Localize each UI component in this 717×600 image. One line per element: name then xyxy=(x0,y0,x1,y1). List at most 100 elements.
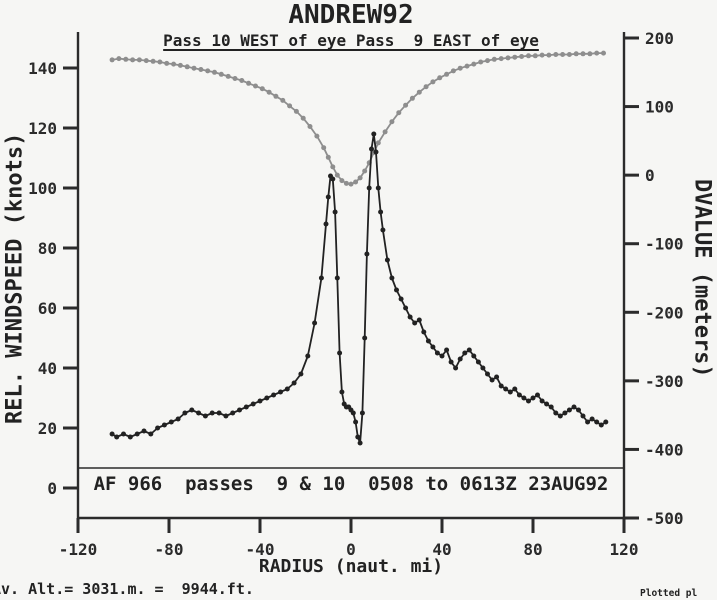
data-point-marker xyxy=(321,145,327,151)
chart-title: ANDREW92 xyxy=(288,0,414,30)
data-point-marker xyxy=(127,434,133,440)
data-point-marker xyxy=(355,434,361,440)
data-point-marker xyxy=(155,425,161,431)
data-point-marker xyxy=(168,419,174,425)
data-point-marker xyxy=(546,52,552,58)
data-point-marker xyxy=(357,440,363,446)
data-point-marker xyxy=(571,404,577,410)
left-tick-label: 100 xyxy=(28,179,57,198)
data-point-marker xyxy=(273,93,279,99)
data-point-marker xyxy=(562,410,568,416)
data-point-marker xyxy=(325,154,331,160)
data-point-marker xyxy=(291,380,297,386)
data-point-marker xyxy=(507,389,513,395)
data-point-marker xyxy=(161,422,167,428)
data-point-marker xyxy=(280,97,286,103)
right-tick-label: -100 xyxy=(645,235,684,254)
data-point-marker xyxy=(330,176,336,182)
data-point-marker xyxy=(246,80,252,86)
data-point-marker xyxy=(403,102,409,108)
data-point-marker xyxy=(485,58,490,64)
data-point-marker xyxy=(300,115,306,121)
data-point-marker xyxy=(471,353,477,359)
data-point-marker xyxy=(109,57,115,63)
data-point-marker xyxy=(557,413,563,419)
data-point-marker xyxy=(603,419,609,425)
data-point-marker xyxy=(587,51,593,57)
data-point-marker xyxy=(462,350,468,356)
right-tick-label: -500 xyxy=(645,509,684,528)
right-tick-label: -300 xyxy=(645,372,684,391)
data-point-marker xyxy=(243,404,249,410)
data-point-marker xyxy=(130,57,136,63)
data-point-marker xyxy=(123,56,129,62)
data-point-marker xyxy=(594,50,600,56)
data-point-marker xyxy=(334,172,340,178)
left-tick-label: 0 xyxy=(47,479,57,498)
data-point-marker xyxy=(407,314,413,320)
data-point-marker xyxy=(339,178,345,184)
y-axis-label-left: REL. WINDSPEED (knots) xyxy=(2,132,28,424)
data-point-marker xyxy=(330,164,336,170)
right-tick-label: -400 xyxy=(645,440,684,459)
data-point-marker xyxy=(444,71,450,77)
data-point-marker xyxy=(389,119,395,125)
right-tick-label: 200 xyxy=(645,29,674,48)
chart-subtitle: Pass 10 WEST of eye Pass 9 EAST of eye xyxy=(163,31,539,50)
left-tick-label: 40 xyxy=(38,359,57,378)
data-point-marker xyxy=(209,410,215,416)
right-tick-label: 0 xyxy=(645,166,655,185)
data-point-marker xyxy=(457,65,463,71)
data-point-marker xyxy=(498,56,504,62)
data-point-marker xyxy=(576,407,581,413)
data-point-marker xyxy=(416,89,422,95)
x-tick-label: 40 xyxy=(432,540,451,559)
data-point-marker xyxy=(353,419,359,425)
data-point-marker xyxy=(369,146,374,152)
flight-annotation: AF 966 passes 9 & 10 0508 to 0613Z 23AUG… xyxy=(93,473,609,495)
data-point-marker xyxy=(109,431,115,437)
data-point-marker xyxy=(382,129,388,135)
data-point-marker xyxy=(271,392,277,398)
data-point-marker xyxy=(389,275,395,281)
data-point-marker xyxy=(516,392,522,398)
data-point-marker xyxy=(189,407,195,413)
data-point-marker xyxy=(548,404,554,410)
data-point-marker xyxy=(598,422,604,428)
data-point-marker xyxy=(218,71,224,77)
data-point-marker xyxy=(491,56,497,62)
right-tick-label: 100 xyxy=(645,98,674,117)
data-point-marker xyxy=(464,63,470,69)
data-point-marker xyxy=(421,329,427,335)
data-point-marker xyxy=(478,59,484,65)
x-tick-label: 0 xyxy=(346,540,356,559)
data-point-marker xyxy=(453,365,459,371)
data-point-marker xyxy=(314,133,320,139)
data-point-marker xyxy=(580,51,586,57)
data-point-marker xyxy=(143,58,149,64)
data-point-marker xyxy=(298,371,304,377)
data-point-marker xyxy=(396,110,402,116)
data-point-marker xyxy=(366,185,372,191)
data-point-marker xyxy=(362,168,368,174)
data-point-marker xyxy=(266,89,272,95)
data-point-marker xyxy=(205,68,211,74)
data-point-marker xyxy=(287,103,293,109)
data-point-marker xyxy=(434,350,440,356)
data-point-marker xyxy=(225,73,231,79)
data-point-marker xyxy=(503,386,509,392)
dvalue-line xyxy=(111,52,605,186)
data-point-marker xyxy=(364,251,370,257)
data-point-marker xyxy=(530,395,536,401)
data-point-marker xyxy=(566,407,572,413)
data-point-marker xyxy=(394,287,399,293)
x-tick-label: -40 xyxy=(246,540,275,559)
data-point-marker xyxy=(539,52,545,58)
data-point-marker xyxy=(526,398,531,404)
data-point-marker xyxy=(253,83,258,89)
data-point-marker xyxy=(378,209,384,215)
data-point-marker xyxy=(141,428,147,434)
left-tick-label: 80 xyxy=(38,239,57,258)
data-point-marker xyxy=(375,185,381,191)
data-point-marker xyxy=(505,55,511,61)
